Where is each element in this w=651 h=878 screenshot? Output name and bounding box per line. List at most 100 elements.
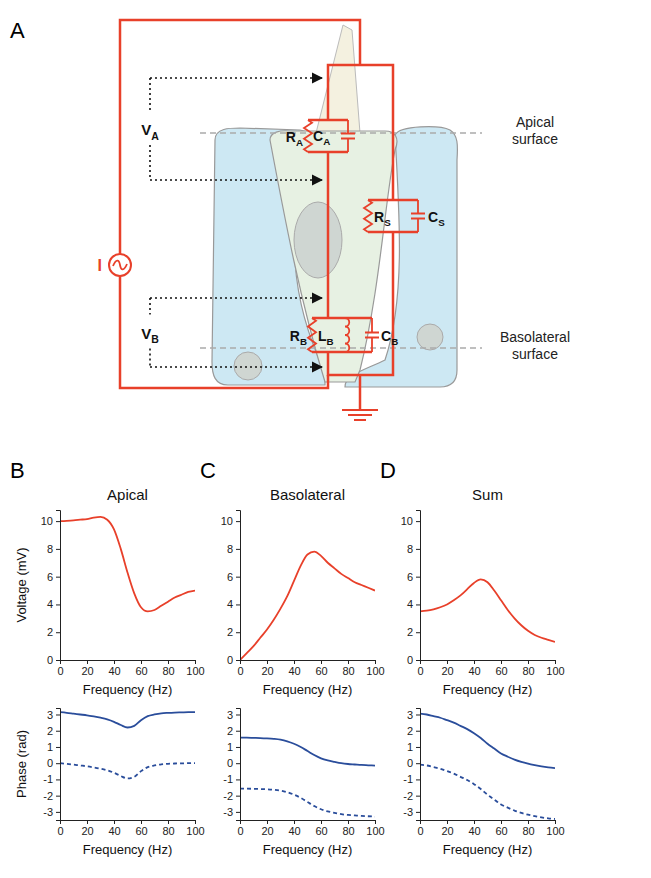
tick-mark [236,577,240,578]
tick-mark [375,660,376,664]
tick: 3 [47,709,60,721]
y-axis: -3-2-10123 [403,709,420,821]
wire [327,152,330,318]
tick: -2 [43,790,60,802]
x-axis-title: Frequency (Hz) [263,842,353,857]
tick-mark [141,820,142,824]
x-axis-title: Frequency (Hz) [443,842,533,857]
x-axis: 020406080100 [57,820,204,837]
tick-mark [114,660,115,664]
capacitor [347,139,349,153]
tick-label: 0 [407,757,413,769]
tick: 4 [47,598,60,610]
series-line [420,714,555,768]
tick-label: 3 [407,709,413,721]
tick-label: -2 [43,790,53,802]
tick-mark [56,779,60,780]
capacitor [347,120,349,134]
capacitor [371,338,373,353]
tick-label: -3 [43,806,53,818]
tick-mark [236,632,240,633]
subscript: S [438,217,445,228]
tick-mark [447,820,448,824]
tick: 0 [57,820,63,837]
branch [308,151,348,154]
tick: 60 [135,820,147,837]
x-axis: 020406080100 [237,820,384,837]
symbol: C [313,128,323,144]
x-axis: 020406080100 [417,820,564,837]
tick-label: 10 [41,515,53,527]
symbol-label: VA [141,121,159,142]
panel-label: D [380,458,396,483]
current-source-wave [113,261,127,270]
tick-mark [294,820,295,824]
tick: 100 [366,660,384,677]
tick-label: 20 [261,665,273,677]
series-line [60,712,195,727]
tick-mark [416,731,420,732]
subscript: B [327,336,334,347]
tick-mark [416,779,420,780]
y-axis: 0246810 [41,511,61,667]
tick-mark [168,660,169,664]
y-axis: 0246810 [221,511,241,667]
tick-label: 4 [407,598,413,610]
wire [328,232,393,375]
tick: 2 [227,725,240,737]
chart-title: Basolateral [270,486,345,503]
tick: 8 [407,543,420,555]
tick: -1 [403,773,420,785]
tick: -3 [223,806,240,818]
tick-mark [236,604,240,605]
tick-mark [56,796,60,797]
tick: 60 [315,820,327,837]
resistor [364,200,372,232]
symbol-label: LB [318,328,334,347]
tick-label: 20 [441,665,453,677]
capacitor-plate [411,218,425,220]
ground [342,409,378,411]
tick-label: 2 [227,626,233,638]
x-axis: 020406080100 [57,660,204,677]
tick-label: 0 [237,665,243,677]
tick: 0 [57,660,63,677]
tick: 4 [407,598,420,610]
axis-line [241,821,376,825]
tick-label: -3 [223,806,233,818]
tick-label: 10 [401,515,413,527]
tick-mark [56,577,60,578]
wire [328,65,393,200]
voltage-probe [150,179,322,181]
tick-label: 2 [227,725,233,737]
tick-label: 0 [237,825,243,837]
axis-line [421,821,556,825]
tick-mark [294,660,295,664]
plot-area [240,552,375,660]
wire [359,375,362,410]
series-line [240,789,375,817]
capacitor [417,200,419,214]
surface-line [200,132,482,134]
tick: -1 [223,773,240,785]
voltage-probe [149,78,151,111]
capacitor [371,318,373,333]
tick-mark [56,812,60,813]
tick-label: 60 [315,665,327,677]
surface-label-line: surface [512,346,558,362]
branch [308,119,348,122]
tick-label: -1 [223,773,233,785]
tick-mark [416,632,420,633]
chart-title: Sum [472,486,503,503]
tick: 40 [108,660,120,677]
tick-mark [56,521,60,522]
tick-label: -2 [223,790,233,802]
tick-mark [416,549,420,550]
tick-label: 1 [47,741,53,753]
tick-label: 40 [468,665,480,677]
nucleus [417,324,443,350]
tick-mark [416,747,420,748]
tick: 0 [407,654,420,666]
subscript: B [300,336,307,347]
tick-label: 100 [546,825,564,837]
